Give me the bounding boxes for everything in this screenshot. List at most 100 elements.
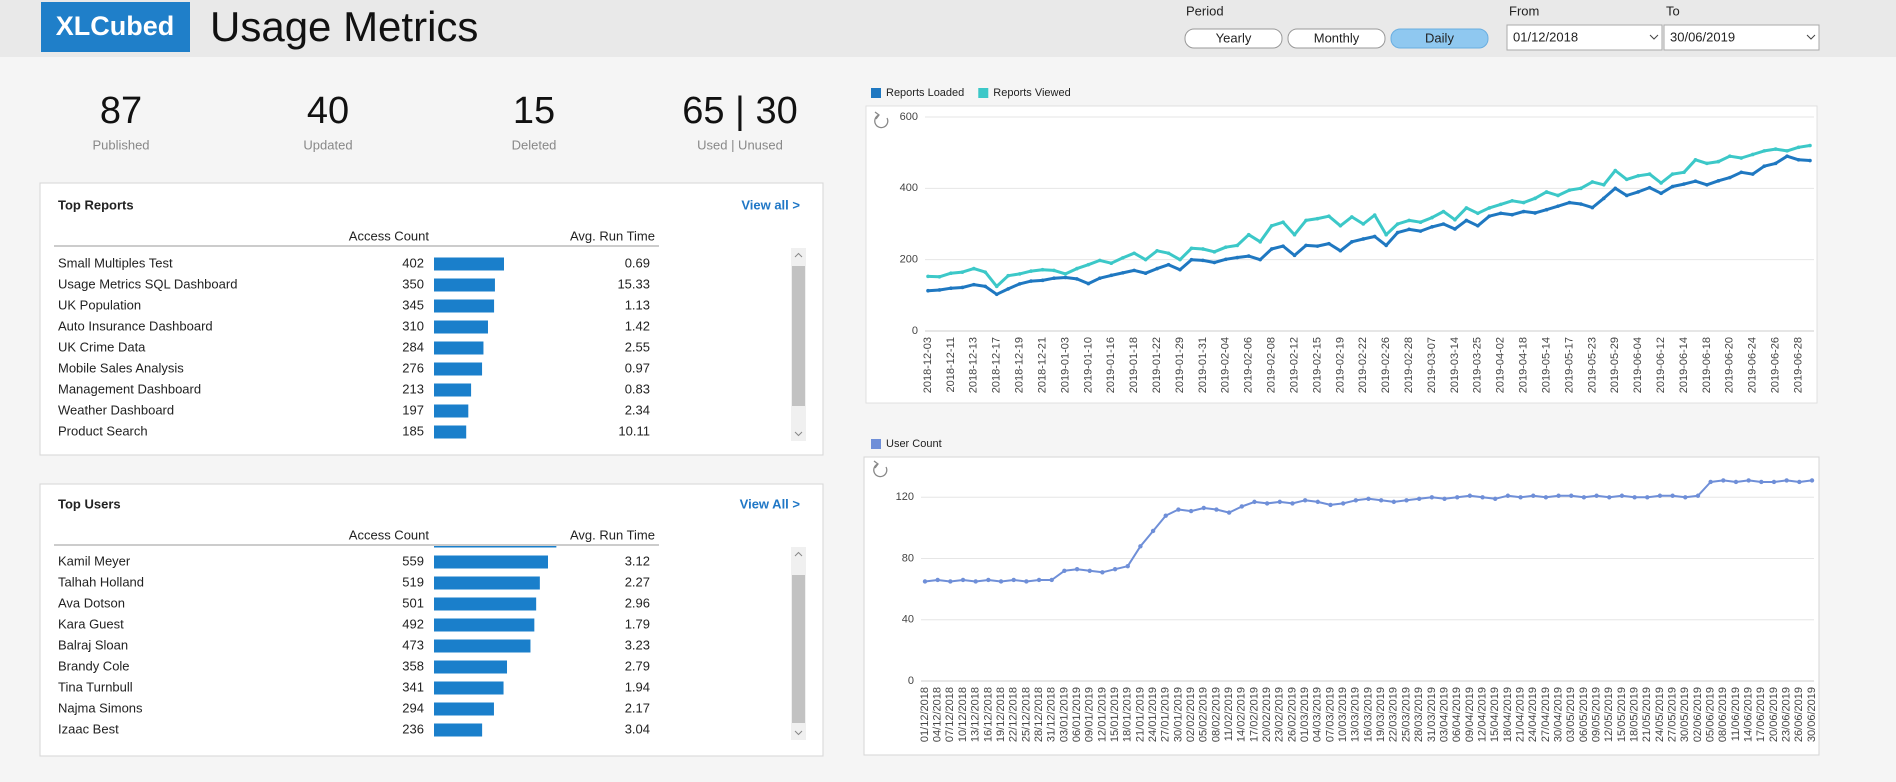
to-select[interactable] <box>1663 24 1820 51</box>
data-point <box>986 577 991 583</box>
count-bar <box>434 576 540 590</box>
scroll-up[interactable] <box>794 252 803 258</box>
data-point <box>1361 237 1366 241</box>
data-point <box>1024 579 1029 584</box>
from-value[interactable]: 01/12/2018 <box>1513 29 1578 44</box>
data-point <box>1006 287 1010 291</box>
data-point <box>1235 255 1240 260</box>
data-point <box>1518 495 1523 500</box>
row-name: Usage Metrics SQL Dashboard <box>58 276 237 291</box>
x-tick-label: 03/01/2019 <box>1058 687 1070 742</box>
period-button[interactable] <box>1184 28 1283 49</box>
data-point <box>1166 251 1171 256</box>
data-point <box>1087 568 1092 573</box>
panel-title: Top Reports <box>58 197 134 212</box>
scroll-down[interactable] <box>794 730 803 736</box>
data-point <box>1441 222 1446 226</box>
data-point <box>1098 276 1102 281</box>
row-count: 345 <box>402 297 424 312</box>
x-tick-label: 27/04/2019 <box>1540 687 1552 742</box>
data-point <box>1338 248 1343 253</box>
data-point <box>1521 200 1526 205</box>
x-tick-label: 26/06/2019 <box>1793 687 1805 742</box>
row-count: 473 <box>402 637 424 652</box>
y-tick-label: 40 <box>902 614 914 626</box>
data-point <box>1143 271 1148 276</box>
data-point <box>1708 479 1713 485</box>
kpi-value: 65 | 30 <box>682 90 798 132</box>
x-tick-label: 2019-02-22 <box>1357 337 1369 393</box>
data-point <box>960 270 965 274</box>
x-tick-label: 24/04/2019 <box>1527 687 1539 742</box>
x-tick-label: 04/03/2019 <box>1312 687 1324 742</box>
period-label: Period <box>1186 3 1224 18</box>
data-point <box>1246 232 1251 237</box>
data-point <box>1716 159 1721 164</box>
data-point <box>1453 217 1457 222</box>
x-tick-label: 2019-01-18 <box>1128 337 1140 393</box>
view-all-link[interactable]: View All > <box>740 496 801 511</box>
panel <box>39 182 824 456</box>
data-point <box>1569 493 1574 498</box>
data-point <box>1143 257 1148 262</box>
data-point <box>1728 175 1732 180</box>
period-button-label[interactable]: Monthly <box>1314 30 1360 45</box>
x-tick-label: 18/04/2019 <box>1502 687 1514 742</box>
data-point <box>1155 248 1159 253</box>
period-button[interactable] <box>1390 28 1489 49</box>
period-button-label[interactable]: Yearly <box>1216 30 1252 45</box>
x-tick-label: 24/01/2019 <box>1147 687 1159 742</box>
refresh-icon[interactable] <box>874 111 889 129</box>
row-run-time: 0.97 <box>625 360 650 375</box>
x-tick-label: 2019-04-02 <box>1495 337 1507 393</box>
count-bar <box>434 341 484 355</box>
count-bar <box>434 681 504 695</box>
data-point <box>1395 230 1400 235</box>
x-tick-label: 2018-12-11 <box>945 337 957 392</box>
x-tick-label: 2019-02-08 <box>1266 337 1278 393</box>
x-tick-label: 2019-01-22 <box>1151 337 1163 393</box>
refresh-icon[interactable] <box>873 460 888 478</box>
x-tick-label: 02/02/2019 <box>1185 687 1197 742</box>
data-point <box>1340 501 1346 506</box>
x-tick-label: 21/04/2019 <box>1514 687 1526 742</box>
scroll-down[interactable] <box>794 431 803 437</box>
legend-label: Reports Viewed <box>993 87 1070 99</box>
view-all-link[interactable]: View all > <box>741 197 800 212</box>
y-tick-label: 0 <box>908 675 914 687</box>
x-tick-label: 14/02/2019 <box>1236 687 1248 742</box>
row-name: Small Multiples Test <box>58 255 173 270</box>
scroll-thumb[interactable] <box>792 575 805 723</box>
dropdown-arrow <box>1806 34 1816 40</box>
count-bar <box>434 723 483 737</box>
data-point <box>1750 172 1755 176</box>
data-point <box>1682 170 1686 175</box>
period-button[interactable] <box>1287 28 1386 49</box>
row-name: Everett Holcomb <box>58 532 154 547</box>
data-point <box>1594 493 1599 498</box>
data-point <box>972 282 976 287</box>
data-point <box>1315 244 1320 248</box>
data-point <box>1178 257 1182 262</box>
data-point <box>1480 495 1485 500</box>
row-count: 402 <box>402 255 424 270</box>
data-point <box>1353 498 1359 503</box>
data-point <box>1224 257 1228 262</box>
x-tick-label: 01/12/2018 <box>919 687 931 742</box>
data-point <box>1784 478 1789 483</box>
x-tick-label: 2019-01-03 <box>1059 337 1071 393</box>
period-button-label[interactable]: Daily <box>1425 30 1454 45</box>
data-point <box>1063 275 1068 280</box>
data-point <box>1201 505 1206 511</box>
data-point <box>1366 496 1371 502</box>
data-point <box>1733 479 1739 485</box>
from-select[interactable] <box>1506 24 1663 51</box>
scroll-up[interactable] <box>794 551 803 557</box>
data-point <box>1407 227 1411 232</box>
data-point <box>1581 495 1587 500</box>
data-point <box>1040 267 1045 272</box>
data-point <box>1613 168 1618 173</box>
x-tick-label: 2019-06-18 <box>1701 337 1713 393</box>
scroll-thumb[interactable] <box>792 266 805 406</box>
to-value[interactable]: 30/06/2019 <box>1670 29 1735 44</box>
